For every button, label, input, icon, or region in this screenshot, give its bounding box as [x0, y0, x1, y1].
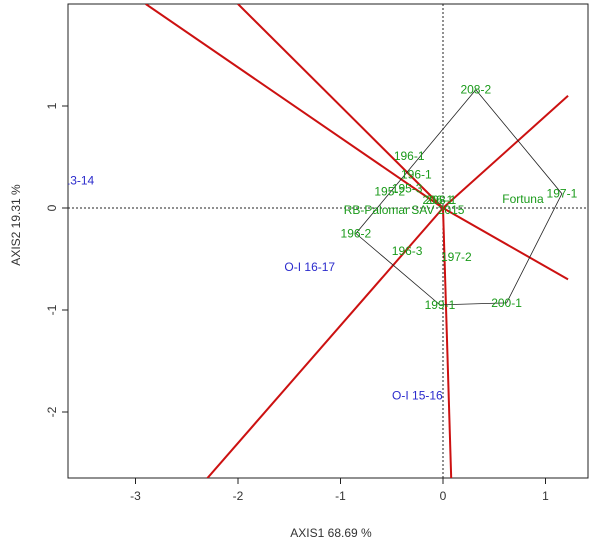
genotype-label: 196-2: [341, 227, 372, 241]
x-tick-label: -1: [335, 489, 346, 503]
genotype-label: 200-1: [491, 296, 522, 310]
genotype-label: 197-2: [441, 250, 472, 264]
plot-frame: [67, 3, 589, 479]
genotype-label: 208-2: [460, 83, 491, 97]
genotype-label: RB-Palomar: [344, 203, 409, 217]
genotype-label: 195-3: [392, 182, 423, 196]
x-tick-label: -2: [233, 489, 244, 503]
y-tick-label: 1: [45, 102, 59, 109]
environment-labels: O-I 13-14 O-I 16-17 O-I 15-16: [44, 173, 443, 403]
genotype-label: 196-1: [394, 149, 425, 163]
ray-line: [145, 4, 444, 209]
genotype-label: 195-2: [374, 185, 405, 199]
y-tick-label: -1: [45, 304, 59, 315]
environment-label: O-I 16-17: [284, 260, 335, 274]
x-axis-title: AXIS1 68.69 %: [290, 526, 372, 540]
plot-area: [67, 3, 589, 479]
y-tick-label: -2: [45, 406, 59, 417]
genotype-label: 208-1: [426, 193, 457, 207]
genotype-label: 197-1: [547, 187, 578, 201]
y-axis-title: AXIS2 19.31 %: [9, 184, 23, 266]
x-tick-label: -3: [130, 489, 141, 503]
environment-label: O-I 13-14: [44, 173, 95, 187]
genotype-label: SAV 2015: [411, 203, 464, 217]
ray-line: [237, 4, 444, 209]
genotype-label: Fortuna: [502, 192, 544, 206]
axis-ticks: -3 -2 -1 0 1 -2 -1 0 1: [45, 102, 549, 503]
convex-hull-polygon: [355, 89, 563, 306]
ray-line: [442, 207, 569, 281]
y-tick-label: 0: [45, 204, 59, 211]
ray-lines: [145, 4, 569, 478]
x-tick-label: 0: [440, 489, 447, 503]
ray-line: [442, 207, 453, 478]
genotype-label: 206-1: [423, 193, 454, 207]
ray-line: [206, 207, 444, 478]
environment-label: O-I 15-16: [392, 389, 443, 403]
genotype-label: 199-1: [425, 298, 456, 312]
polygon-layer: [355, 89, 563, 306]
genotype-label: 196-1: [401, 167, 432, 181]
x-tick-label: 1: [542, 489, 549, 503]
genotype-label: 196-3: [392, 244, 423, 258]
ray-line: [442, 95, 569, 209]
